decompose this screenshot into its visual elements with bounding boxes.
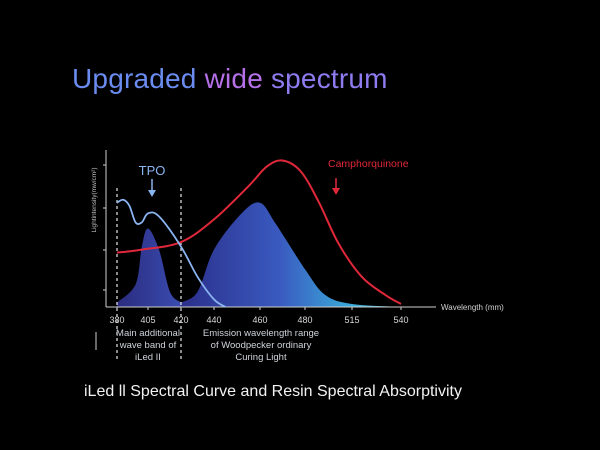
page-title: Upgraded wide spectrum (72, 60, 388, 98)
x-tick-label-405: 405 (140, 315, 155, 325)
annotation-tpo: TPO (139, 163, 166, 178)
title-word-1: Upgraded (72, 63, 197, 94)
x-tick-label-480: 480 (297, 315, 312, 325)
note-emission-range-line-0: Emission wavelength range (202, 328, 320, 339)
emission-area-460 (181, 202, 401, 307)
title-word-2: wide (204, 63, 263, 94)
note-additional-band-line-2: iLed II (135, 352, 161, 363)
title-word-3: spectrum (270, 63, 388, 94)
note-emission-range-line-2: Curing Light (235, 352, 287, 363)
note-additional-band: Main additional wave band of iLed II (112, 328, 184, 364)
x-axis-label: Wavelength (mm) (441, 303, 504, 312)
y-axis-label: Lightintensity(mw/cm²) (91, 167, 98, 232)
annotation-camphorquinone: Camphorquinone (328, 158, 409, 170)
note-emission-range-line-1: of Woodpecker ordinary (210, 340, 312, 351)
x-tick-label-460: 460 (252, 315, 267, 325)
camphorquinone-curve (116, 159, 402, 305)
note-additional-band-line-1: wave band of (119, 340, 177, 351)
emission-area-405 (117, 228, 181, 307)
caption: iLed ll Spectral Curve and Resin Spectra… (84, 383, 462, 400)
x-tick-label-540: 540 (393, 315, 408, 325)
tpo-arrow-head (148, 190, 156, 197)
tpo-curve (116, 198, 227, 308)
x-tick-label-440: 440 (206, 315, 221, 325)
note-emission-range: Emission wavelength range of Woodpecker o… (196, 328, 326, 364)
cq-arrow-head (332, 188, 340, 195)
x-tick-label-420: 420 (173, 315, 188, 325)
x-tick-label-380: 380 (109, 315, 124, 325)
x-tick-label-515: 515 (344, 315, 359, 325)
note-additional-band-line-0: Main additional (116, 328, 180, 339)
